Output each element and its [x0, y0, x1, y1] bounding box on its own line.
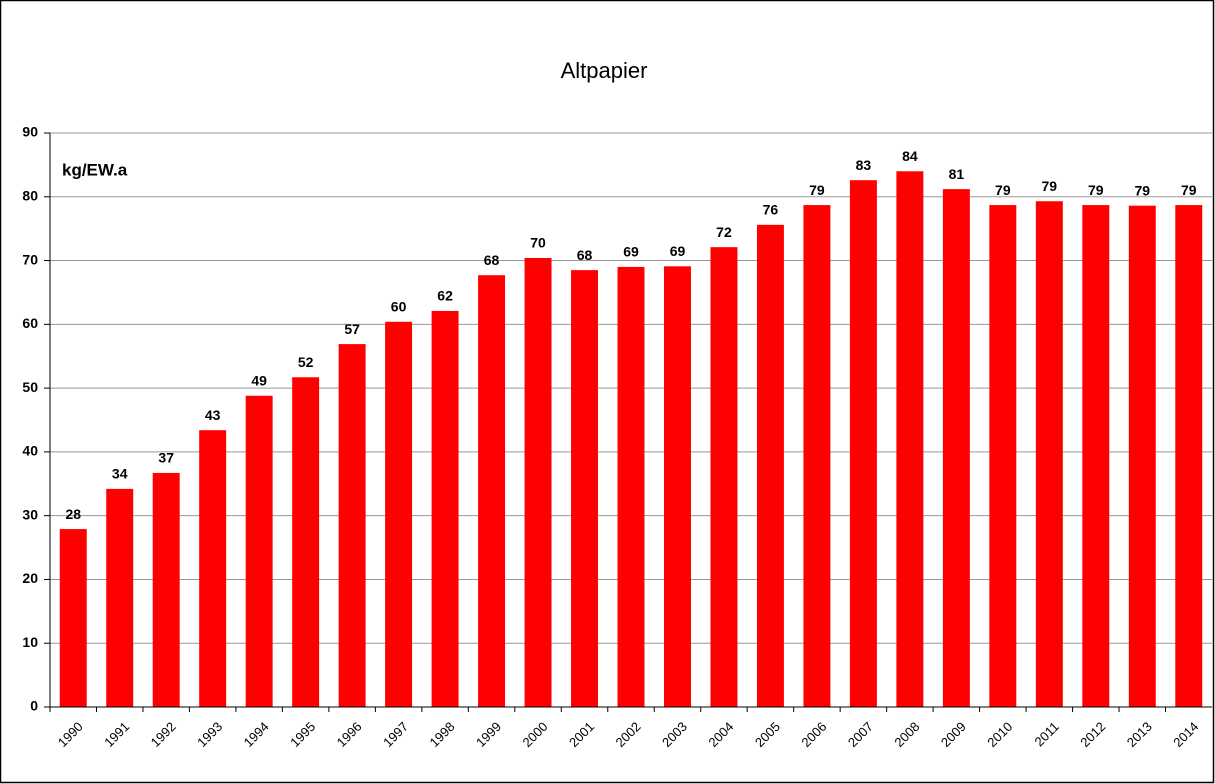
bar [199, 430, 227, 707]
value-label: 79 [809, 182, 825, 198]
value-label: 79 [1181, 182, 1197, 198]
bar [524, 258, 552, 707]
bar [385, 321, 413, 707]
value-label: 62 [437, 288, 453, 304]
y-tick-label: 80 [22, 187, 38, 203]
chart-title: Altpapier [561, 58, 648, 83]
value-label: 28 [65, 506, 81, 522]
bar [431, 310, 459, 707]
bar [989, 205, 1017, 707]
y-tick-label: 0 [30, 698, 38, 714]
y-tick-label: 30 [22, 506, 38, 522]
y-tick-label: 10 [22, 634, 38, 650]
bar [59, 529, 87, 707]
value-label: 69 [670, 243, 686, 259]
y-tick-label: 60 [22, 315, 38, 331]
value-label: 70 [530, 235, 546, 251]
bar [152, 472, 180, 707]
bar [245, 395, 273, 707]
value-label: 81 [949, 166, 965, 182]
value-label: 79 [1088, 182, 1104, 198]
value-label: 68 [484, 252, 500, 268]
bar [849, 180, 877, 707]
bar [571, 270, 598, 707]
y-tick-label: 20 [22, 570, 38, 586]
bar [1128, 205, 1156, 707]
bar [478, 275, 506, 707]
bar [942, 189, 970, 707]
value-label: 43 [205, 407, 221, 423]
bar [803, 205, 831, 707]
value-label: 57 [344, 321, 360, 337]
y-tick-label: 70 [22, 251, 38, 267]
bar [617, 266, 645, 707]
bar [292, 377, 320, 707]
value-label: 79 [995, 182, 1011, 198]
y-tick-label: 40 [22, 443, 38, 459]
y-axis-label: kg/EW.a [62, 160, 128, 179]
value-label: 69 [623, 244, 639, 260]
bar [1035, 201, 1063, 707]
bar [106, 488, 134, 707]
value-label: 76 [763, 202, 779, 218]
value-label: 60 [391, 298, 407, 314]
value-label: 68 [577, 247, 593, 263]
bar [338, 344, 366, 707]
value-label: 52 [298, 354, 314, 370]
bar [1175, 205, 1203, 707]
value-label: 83 [856, 157, 872, 173]
value-label: 79 [1042, 178, 1058, 194]
value-label: 49 [251, 372, 267, 388]
value-label: 72 [716, 224, 732, 240]
value-label: 79 [1134, 182, 1150, 198]
y-tick-label: 50 [22, 379, 38, 395]
bar [756, 224, 784, 707]
value-label: 34 [112, 466, 128, 482]
bar [710, 247, 738, 707]
value-label: 84 [902, 148, 918, 164]
value-label: 37 [158, 450, 174, 466]
bar [1082, 205, 1110, 707]
y-tick-label: 90 [22, 124, 38, 140]
bar [664, 266, 691, 707]
bar [896, 171, 924, 707]
